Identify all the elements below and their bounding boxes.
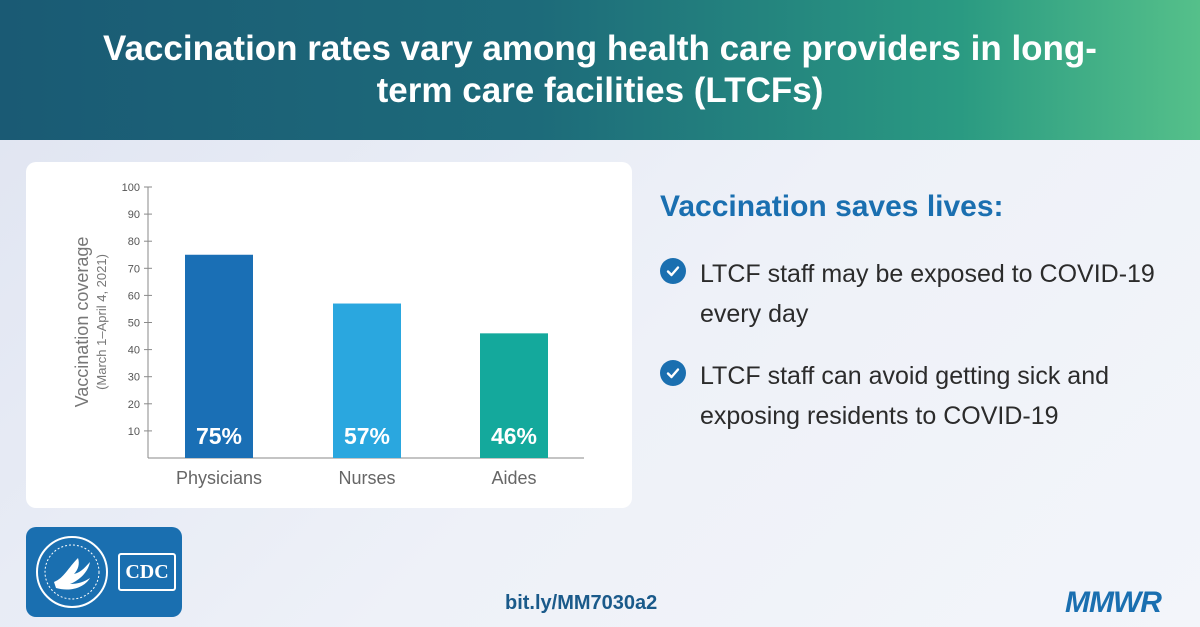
key-points-heading: Vaccination saves lives: (660, 190, 1004, 223)
bullet-item: LTCF staff can avoid getting sick and ex… (660, 356, 1180, 436)
bar-aides (480, 333, 548, 458)
x-category-label: Nurses (338, 468, 395, 488)
y-tick-label: 100 (122, 182, 140, 194)
page-title: Vaccination rates vary among health care… (103, 29, 1097, 110)
cdc-logo: CDC (118, 553, 176, 591)
y-tick-label: 10 (128, 426, 140, 438)
bar-data-label: 46% (491, 423, 537, 449)
short-link[interactable]: bit.ly/MM7030a2 (505, 592, 658, 614)
y-tick-label: 80 (128, 236, 140, 248)
y-tick-label: 40 (128, 345, 140, 357)
y-axis-subtitle: (March 1–April 4, 2021) (94, 254, 109, 390)
bullet-item: LTCF staff may be exposed to COVID-19 ev… (660, 254, 1180, 334)
y-tick-label: 30 (128, 372, 140, 384)
header-banner: Vaccination rates vary among health care… (0, 0, 1200, 140)
bar-chart: 10 20 30 40 50 60 70 80 90 100 Vaccination coverag… (72, 182, 584, 488)
y-tick-label: 90 (128, 209, 140, 221)
y-axis-title: Vaccination coverage (72, 237, 92, 408)
key-points-panel: Vaccination saves lives: LTCF staff may … (660, 190, 1180, 458)
bullet-text: LTCF staff may be exposed to COVID-19 ev… (700, 260, 1155, 328)
checkmark-icon (660, 258, 686, 284)
bar-physicians (185, 254, 253, 458)
checkmark-icon (660, 360, 686, 386)
bar-data-label: 57% (344, 423, 390, 449)
bar-nurses (333, 303, 401, 458)
hhs-cdc-logo: CDC (26, 527, 182, 617)
mmwr-logo: MMWR (1065, 586, 1162, 619)
x-category-label: Aides (491, 468, 536, 488)
y-tick-label: 50 (128, 318, 140, 330)
y-tick-label: 60 (128, 290, 140, 302)
y-tick-label: 20 (128, 399, 140, 411)
chart-card: 10 20 30 40 50 60 70 80 90 100 Vaccination coverag… (26, 162, 632, 508)
hhs-seal-icon (36, 536, 108, 608)
bar-data-label: 75% (196, 423, 242, 449)
y-tick-label: 70 (128, 263, 140, 275)
x-category-label: Physicians (176, 468, 262, 488)
bullet-text: LTCF staff can avoid getting sick and ex… (700, 362, 1110, 430)
